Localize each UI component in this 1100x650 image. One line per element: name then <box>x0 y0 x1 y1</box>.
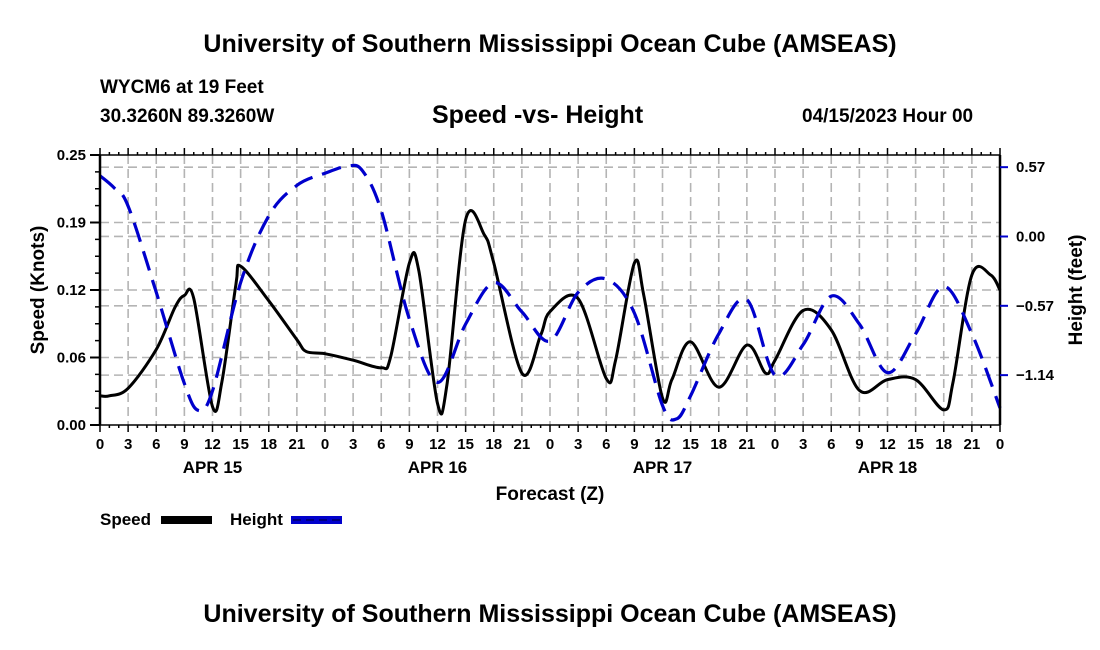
y2-tick-label: 0.00 <box>1016 228 1045 245</box>
x-tick-label: 0 <box>96 436 104 453</box>
x-tick-label: 9 <box>180 436 188 453</box>
legend-height-label: Height <box>230 510 283 529</box>
legend-speed-label: Speed <box>100 510 151 529</box>
x-tick-label: 12 <box>654 436 671 453</box>
x-tick-label: 6 <box>827 436 835 453</box>
y-tick-label: 0.12 <box>57 282 86 299</box>
y2-axis-label: Height (feet) <box>1066 235 1087 346</box>
x-tick-label: 6 <box>602 436 610 453</box>
y2-tick-label: −0.57 <box>1016 298 1054 315</box>
x-axis-label: Forecast (Z) <box>496 484 605 505</box>
x-tick-label: 0 <box>771 436 779 453</box>
x-tick-label: 9 <box>855 436 863 453</box>
x-tick-label: 0 <box>996 436 1004 453</box>
x-tick-label: 21 <box>964 436 981 453</box>
x-tick-label: 21 <box>739 436 756 453</box>
speed-series-line <box>99 209 1002 416</box>
axes: 0 3 6 9 12 15 18 21 0 3 6 9 12 15 18 21 0 3 6 9 12 15 18 21 0 3 6 9… <box>57 147 1055 477</box>
y2-tick-label: −1.14 <box>1016 367 1055 384</box>
date-label: APR 17 <box>633 458 693 477</box>
legend-height-swatch <box>291 516 342 524</box>
x-tick-label: 15 <box>457 436 474 453</box>
main-title: University of Southern Mississippi Ocean… <box>203 30 897 58</box>
station-label: WYCM6 at 19 Feet <box>100 77 264 98</box>
x-tick-label: 18 <box>710 436 727 453</box>
x-tick-label: 0 <box>546 436 554 453</box>
x-tick-label: 15 <box>907 436 924 453</box>
x-tick-label: 18 <box>935 436 952 453</box>
legend: Speed Height <box>100 510 342 529</box>
chart-title: Speed -vs- Height <box>432 101 644 129</box>
date-label: APR 15 <box>183 458 243 477</box>
y2-tick-label: 0.57 <box>1016 159 1045 176</box>
y-tick-label: 0.00 <box>57 417 86 434</box>
x-tick-label: 18 <box>260 436 277 453</box>
x-tick-label: 12 <box>429 436 446 453</box>
x-tick-label: 6 <box>377 436 385 453</box>
x-tick-label: 18 <box>485 436 502 453</box>
x-tick-label: 21 <box>514 436 531 453</box>
series-layer <box>98 163 1002 422</box>
x-tick-label: 12 <box>204 436 221 453</box>
x-tick-label: 12 <box>879 436 896 453</box>
x-tick-label: 3 <box>799 436 807 453</box>
legend-speed-swatch <box>161 516 212 524</box>
x-tick-label: 0 <box>321 436 329 453</box>
y-axis-label: Speed (Knots) <box>28 226 49 355</box>
forecast-datetime: 04/15/2023 Hour 00 <box>802 106 974 127</box>
y-tick-label: 0.25 <box>57 147 86 164</box>
x-tick-label: 15 <box>682 436 699 453</box>
x-tick-label: 6 <box>152 436 160 453</box>
x-tick-label: 15 <box>232 436 249 453</box>
x-tick-label: 3 <box>349 436 357 453</box>
x-tick-label: 9 <box>630 436 638 453</box>
y-tick-label: 0.19 <box>57 215 86 232</box>
x-tick-label: 3 <box>574 436 582 453</box>
height-series-line <box>98 163 1002 422</box>
y-tick-label: 0.06 <box>57 350 86 367</box>
footer-title: University of Southern Mississippi Ocean… <box>203 600 897 628</box>
x-tick-label: 9 <box>405 436 413 453</box>
x-tick-label: 3 <box>124 436 132 453</box>
x-tick-label: 21 <box>289 436 306 453</box>
date-label: APR 18 <box>858 458 918 477</box>
coordinates-label: 30.3260N 89.3260W <box>100 106 275 127</box>
date-label: APR 16 <box>408 458 468 477</box>
